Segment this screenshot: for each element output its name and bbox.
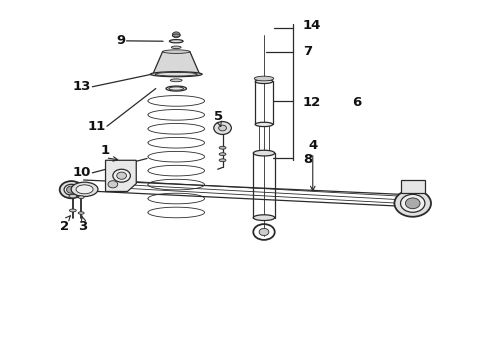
Ellipse shape <box>169 40 183 43</box>
Ellipse shape <box>255 79 272 84</box>
Text: 4: 4 <box>307 139 317 152</box>
Ellipse shape <box>255 122 272 127</box>
Ellipse shape <box>168 87 183 90</box>
Polygon shape <box>105 160 136 192</box>
Text: 2: 2 <box>61 220 69 233</box>
Ellipse shape <box>60 181 83 198</box>
Circle shape <box>113 169 130 182</box>
Ellipse shape <box>78 196 84 199</box>
Circle shape <box>117 172 126 179</box>
Circle shape <box>405 198 419 209</box>
Polygon shape <box>153 51 199 74</box>
Text: 12: 12 <box>303 96 321 109</box>
Ellipse shape <box>69 194 77 198</box>
Ellipse shape <box>162 50 189 53</box>
Text: 14: 14 <box>303 19 321 32</box>
Ellipse shape <box>165 86 186 91</box>
Text: 10: 10 <box>72 166 91 179</box>
Ellipse shape <box>76 185 93 194</box>
Ellipse shape <box>170 79 182 82</box>
Text: 9: 9 <box>116 34 125 48</box>
Text: 3: 3 <box>78 220 87 233</box>
Ellipse shape <box>400 194 424 212</box>
Text: 13: 13 <box>72 80 91 93</box>
Ellipse shape <box>78 212 84 214</box>
Ellipse shape <box>69 209 76 212</box>
Text: 11: 11 <box>87 120 105 133</box>
Text: 1: 1 <box>101 144 110 157</box>
Ellipse shape <box>219 146 225 149</box>
Bar <box>400 180 424 193</box>
Circle shape <box>172 32 180 38</box>
Circle shape <box>213 122 231 134</box>
Ellipse shape <box>394 190 430 217</box>
Ellipse shape <box>219 153 225 156</box>
Ellipse shape <box>254 76 273 81</box>
Text: 7: 7 <box>303 45 311 58</box>
Circle shape <box>218 125 226 131</box>
Ellipse shape <box>171 46 181 49</box>
Ellipse shape <box>155 72 197 76</box>
Ellipse shape <box>253 150 274 156</box>
Ellipse shape <box>64 184 79 195</box>
Circle shape <box>259 228 268 235</box>
Text: 6: 6 <box>351 96 360 109</box>
Text: 8: 8 <box>303 153 312 166</box>
Circle shape <box>108 181 118 188</box>
Ellipse shape <box>253 215 274 221</box>
Circle shape <box>66 186 76 193</box>
Ellipse shape <box>219 159 225 162</box>
Text: 5: 5 <box>214 110 223 123</box>
Ellipse shape <box>71 182 98 197</box>
Ellipse shape <box>150 72 202 77</box>
